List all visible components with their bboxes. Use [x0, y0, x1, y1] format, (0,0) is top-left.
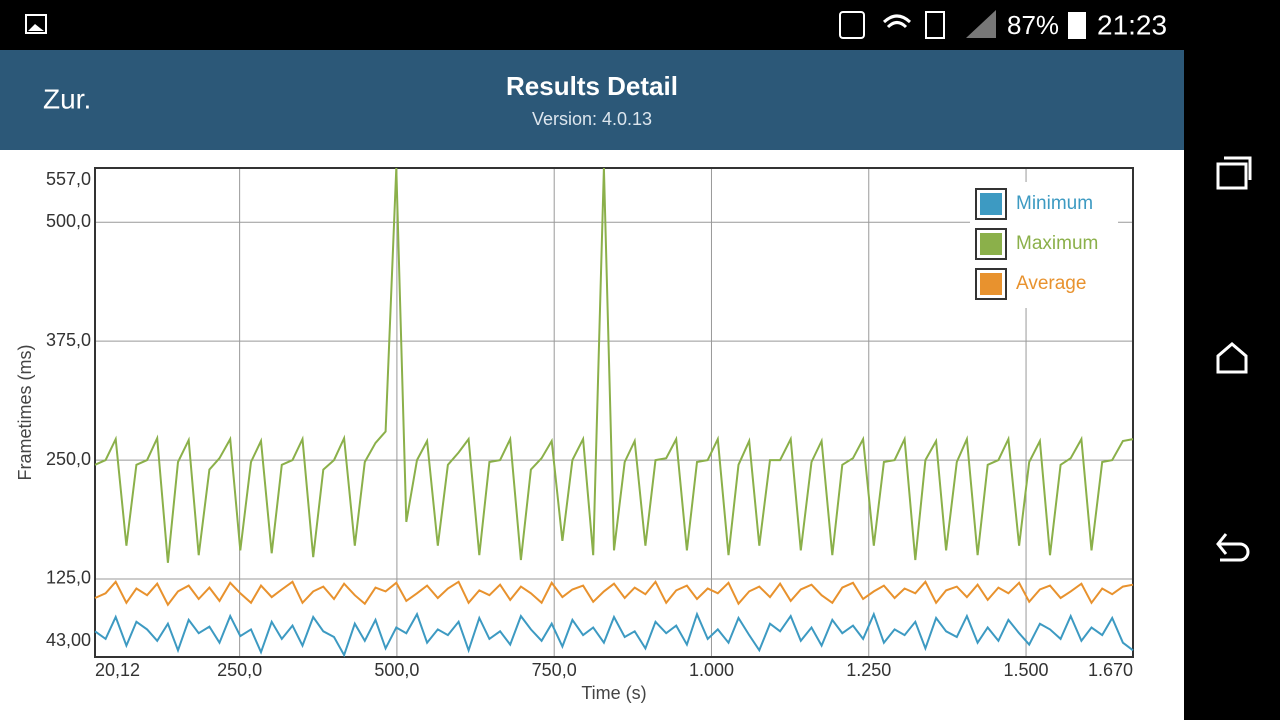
- home-button[interactable]: [1216, 342, 1248, 374]
- recents-button[interactable]: [1216, 162, 1248, 190]
- wifi-icon: [882, 14, 912, 29]
- legend-swatch: [980, 193, 1002, 215]
- y-tick-label: 557,0: [46, 169, 91, 189]
- plot-frame: [94, 167, 1134, 658]
- legend-swatch: [980, 273, 1002, 295]
- y-tick-label: 125,0: [46, 568, 91, 588]
- clock: 21:23: [1097, 9, 1167, 40]
- series-line: [94, 167, 1134, 563]
- battery-percent: 87%: [1007, 10, 1059, 40]
- y-tick-label: 500,0: [46, 211, 91, 231]
- series-line: [94, 611, 1134, 658]
- header: [0, 50, 1184, 150]
- nav-bar: [1184, 0, 1280, 720]
- status-bar: [0, 0, 1280, 50]
- sim-icon: [925, 11, 945, 39]
- header-title: Results Detail: [506, 71, 678, 101]
- x-tick-label: 250,0: [217, 660, 262, 680]
- image-icon-mount: [28, 24, 44, 31]
- x-tick-label: 1.250: [846, 660, 891, 680]
- header-subtitle: Version: 4.0.13: [532, 109, 652, 129]
- signal-icon: [966, 10, 996, 38]
- legend-label: Average: [1016, 273, 1086, 294]
- image-icon: [25, 14, 47, 34]
- x-tick-label: 1.000: [689, 660, 734, 680]
- back-nav-button[interactable]: [1216, 533, 1250, 562]
- x-tick-label: 500,0: [374, 660, 419, 680]
- x-tick-label: 20,12: [95, 660, 140, 680]
- x-axis-label: Time (s): [581, 683, 646, 703]
- recents-button-back: [1224, 156, 1252, 180]
- back-button[interactable]: Zur.: [43, 83, 91, 114]
- x-tick-label: 1.670: [1088, 660, 1133, 680]
- x-tick-label: 750,0: [532, 660, 577, 680]
- x-tick-label: 1.500: [1004, 660, 1049, 680]
- nfc-icon: [839, 11, 865, 39]
- legend-label: Minimum: [1016, 193, 1093, 214]
- y-tick-label: 43,00: [46, 630, 91, 650]
- y-tick-label: 375,0: [46, 330, 91, 350]
- y-tick-label: 250,0: [46, 449, 91, 469]
- legend-label: Maximum: [1016, 233, 1098, 254]
- legend-swatch: [980, 233, 1002, 255]
- y-axis-label: Frametimes (ms): [15, 345, 35, 481]
- series-line: [94, 579, 1134, 607]
- chart: 43,00 125,0 250,0 375,0 500,0 557,0 20,12 250,0…: [15, 167, 1134, 703]
- battery-icon: [1068, 12, 1086, 39]
